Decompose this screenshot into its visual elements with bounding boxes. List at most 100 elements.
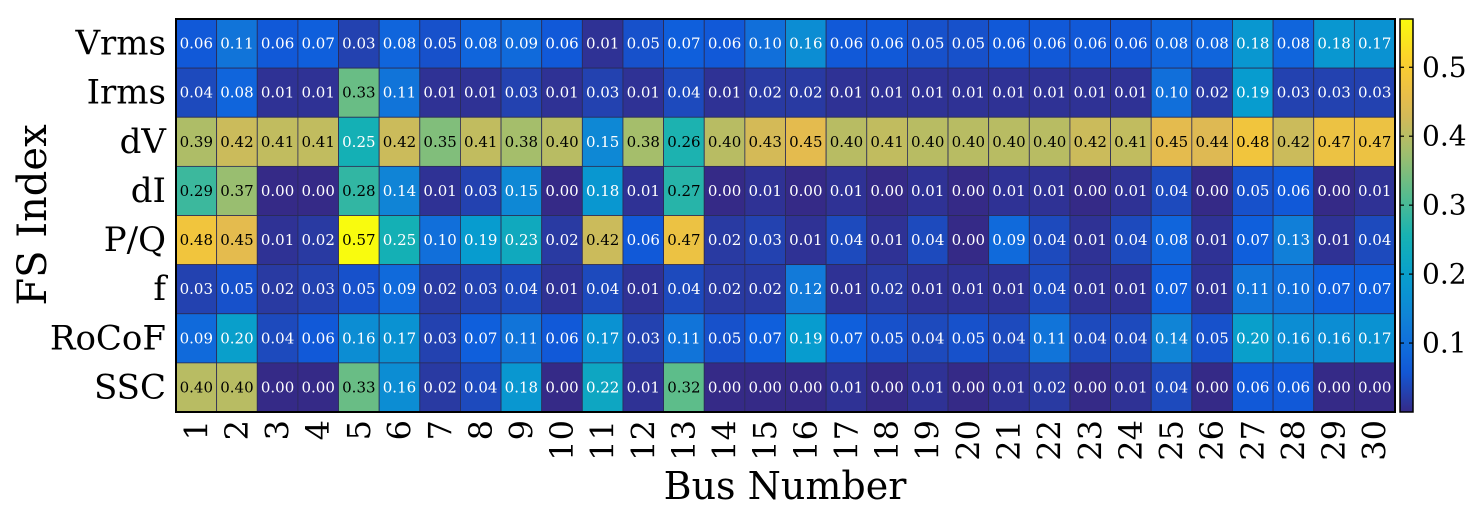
heatmap-cell xyxy=(216,362,258,413)
cell-value-label: 0.10 xyxy=(1277,280,1310,298)
heatmap-cell xyxy=(663,165,705,216)
heatmap-cell xyxy=(1313,215,1355,266)
heatmap-cell xyxy=(1313,67,1355,118)
cell-value-label: 0.02 xyxy=(708,280,741,298)
cell-value-label: 0.01 xyxy=(789,231,822,249)
colorbar-tick-label: 0.1 xyxy=(1422,327,1467,360)
cell-value-label: 0.01 xyxy=(992,182,1025,200)
cell-value-label: 0.01 xyxy=(627,280,660,298)
heatmap-cell xyxy=(1232,313,1274,364)
heatmap-cell xyxy=(622,116,665,167)
cell-value-label: 0.09 xyxy=(180,329,213,347)
cell-value-label: 0.03 xyxy=(302,280,335,298)
cell-value-label: 0.40 xyxy=(992,133,1025,151)
heatmap-cell xyxy=(378,18,421,69)
cell-value-label: 0.04 xyxy=(1033,280,1066,298)
plot-frame xyxy=(175,18,1396,413)
cell-value-label: 0.03 xyxy=(748,231,781,249)
heatmap-cell xyxy=(1069,67,1111,118)
cell-value-label: 0.14 xyxy=(383,182,416,200)
cell-value-label: 0.01 xyxy=(261,84,294,102)
heatmap-cell xyxy=(1069,18,1111,69)
x-tick-label: 27 xyxy=(1234,420,1272,461)
heatmap-cell xyxy=(1150,165,1193,216)
cell-value-label: 0.27 xyxy=(667,182,700,200)
y-tick-label: f xyxy=(153,269,168,309)
heatmap-cell xyxy=(1150,116,1193,167)
cell-value-label: 0.06 xyxy=(545,35,578,53)
cell-value-label: 0.04 xyxy=(992,329,1025,347)
heatmap-cell xyxy=(1110,362,1152,413)
heatmap-cell xyxy=(256,313,299,364)
heatmap-cell xyxy=(297,215,339,266)
heatmap-cell xyxy=(419,264,461,315)
y-tick-label: P/Q xyxy=(104,220,166,260)
y-tick-label: dI xyxy=(131,171,166,211)
heatmap-cell xyxy=(1069,165,1111,216)
cell-value-label: 0.00 xyxy=(1195,378,1228,396)
heatmap-cell xyxy=(175,264,218,315)
heatmap-cell xyxy=(866,116,908,167)
cell-value-label: 0.25 xyxy=(383,231,416,249)
heatmap-cell xyxy=(1069,264,1111,315)
colorbar-ticks: 0.1 0.2 0.3 0.4 0.5 xyxy=(1400,51,1467,360)
cell-value-label: 0.00 xyxy=(261,378,294,396)
heatmap-cell xyxy=(1191,67,1233,118)
cell-value-label: 0.06 xyxy=(1277,378,1310,396)
cell-value-label: 0.16 xyxy=(383,378,416,396)
cell-value-label: 0.01 xyxy=(1033,84,1066,102)
cell-value-label: 0.03 xyxy=(505,84,538,102)
cell-value-label: 0.00 xyxy=(952,231,985,249)
cell-value-label: 0.05 xyxy=(1236,182,1269,200)
heatmap-cell xyxy=(988,67,1030,118)
cell-value-label: 0.02 xyxy=(1033,378,1066,396)
cell-value-label: 0.35 xyxy=(423,133,456,151)
cell-value-label: 0.01 xyxy=(545,84,578,102)
cell-value-label: 0.08 xyxy=(1155,231,1188,249)
cell-value-label: 0.00 xyxy=(708,378,741,396)
cell-value-label: 0.09 xyxy=(383,280,416,298)
heatmap-cell xyxy=(663,362,705,413)
cell-value-label: 0.40 xyxy=(1033,133,1066,151)
heatmap-cell xyxy=(1150,18,1193,69)
cell-value-label: 0.08 xyxy=(220,84,253,102)
x-tick-label: 20 xyxy=(949,420,987,461)
cell-value-labels: 0.06 0.11 0.06 0.07 0.03 0.08 0.05 0.08 0.09 0.06… xyxy=(180,35,1392,397)
x-tick-label: 29 xyxy=(1315,420,1353,461)
cell-value-label: 0.04 xyxy=(911,329,944,347)
cell-value-label: 0.00 xyxy=(1358,378,1391,396)
cell-value-label: 0.00 xyxy=(302,378,335,396)
cell-value-label: 0.41 xyxy=(464,133,497,151)
cell-value-label: 0.06 xyxy=(992,35,1025,53)
heatmap-cell xyxy=(460,362,502,413)
heatmap-cell xyxy=(500,362,543,413)
cell-value-label: 0.41 xyxy=(870,133,903,151)
cell-value-label: 0.41 xyxy=(302,133,335,151)
heatmap-cell xyxy=(1272,116,1315,167)
cell-value-label: 0.03 xyxy=(1277,84,1310,102)
heatmap-cell xyxy=(256,362,299,413)
x-tick-label: 15 xyxy=(746,420,784,461)
heatmap-cell xyxy=(866,362,908,413)
cell-value-label: 0.01 xyxy=(627,84,660,102)
cell-value-label: 0.41 xyxy=(261,133,294,151)
cell-value-label: 0.01 xyxy=(911,84,944,102)
cell-value-label: 0.39 xyxy=(180,133,213,151)
colorbar: 0.1 0.2 0.3 0.4 0.5 xyxy=(1399,18,1467,413)
cell-value-label: 0.11 xyxy=(383,84,416,102)
cell-value-label: 0.01 xyxy=(952,84,985,102)
heatmap-cell xyxy=(744,215,786,266)
cell-value-label: 0.18 xyxy=(586,182,619,200)
cell-value-label: 0.07 xyxy=(748,329,781,347)
heatmap-cell xyxy=(744,165,786,216)
cell-value-label: 0.01 xyxy=(952,280,985,298)
heatmap-cell xyxy=(1232,362,1274,413)
y-tick-labels: Vrms Irms dV dI P/Q f RoCoF SSC xyxy=(50,24,169,408)
cell-value-label: 0.25 xyxy=(342,133,375,151)
heatmap-cell xyxy=(907,362,949,413)
cell-value-label: 0.01 xyxy=(423,84,456,102)
cell-value-label: 0.08 xyxy=(1155,35,1188,53)
cell-value-label: 0.01 xyxy=(1195,280,1228,298)
heatmap-cell xyxy=(419,362,461,413)
heatmap-cell xyxy=(378,362,421,413)
